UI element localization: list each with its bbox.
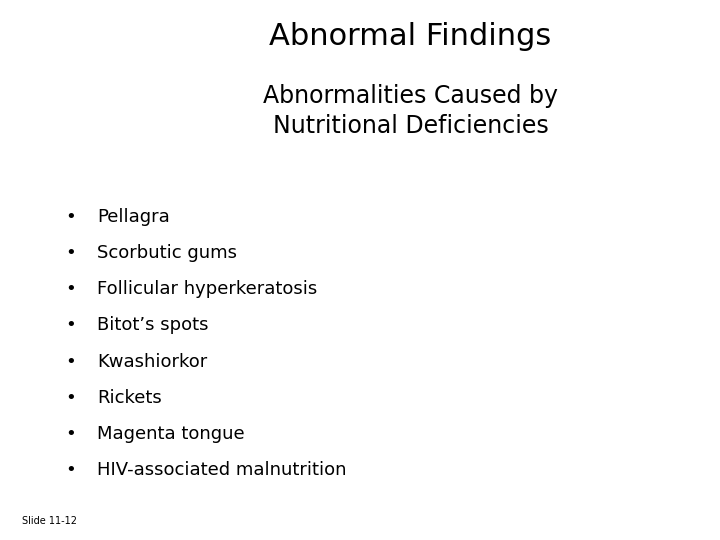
Text: •: •: [65, 280, 76, 298]
Text: HIV-associated malnutrition: HIV-associated malnutrition: [97, 461, 347, 479]
Text: •: •: [65, 353, 76, 370]
Text: Pellagra: Pellagra: [97, 208, 170, 226]
Text: •: •: [65, 244, 76, 262]
Text: Slide 11-12: Slide 11-12: [22, 516, 76, 526]
Text: Abnormalities Caused by
Nutritional Deficiencies: Abnormalities Caused by Nutritional Defi…: [263, 84, 558, 138]
Text: Kwashiorkor: Kwashiorkor: [97, 353, 207, 370]
Text: Follicular hyperkeratosis: Follicular hyperkeratosis: [97, 280, 318, 298]
Text: Bitot’s spots: Bitot’s spots: [97, 316, 209, 334]
Text: •: •: [65, 425, 76, 443]
Text: •: •: [65, 208, 76, 226]
Text: Rickets: Rickets: [97, 389, 162, 407]
Text: •: •: [65, 389, 76, 407]
Text: •: •: [65, 461, 76, 479]
Text: Magenta tongue: Magenta tongue: [97, 425, 245, 443]
Text: Scorbutic gums: Scorbutic gums: [97, 244, 237, 262]
Text: Abnormal Findings: Abnormal Findings: [269, 22, 552, 51]
Text: •: •: [65, 316, 76, 334]
